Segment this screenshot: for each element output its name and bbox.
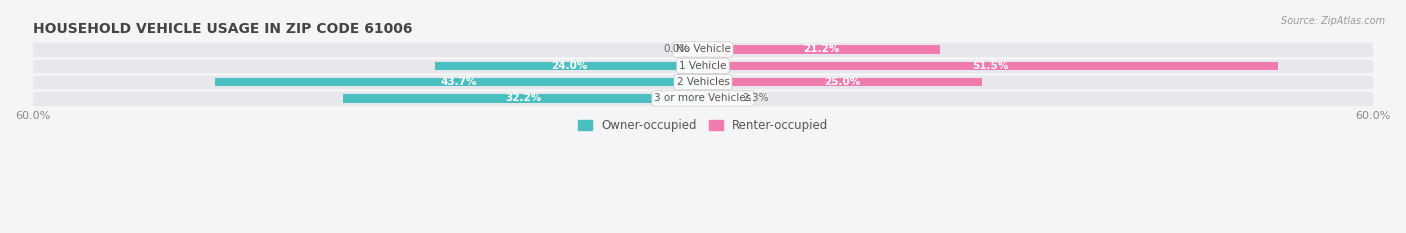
Text: HOUSEHOLD VEHICLE USAGE IN ZIP CODE 61006: HOUSEHOLD VEHICLE USAGE IN ZIP CODE 6100… [32, 22, 412, 36]
Bar [215, 78, 703, 86]
Text: 21.2%: 21.2% [803, 45, 839, 55]
Text: 2.3%: 2.3% [742, 93, 769, 103]
Bar [32, 57, 1374, 74]
Text: 32.2%: 32.2% [505, 93, 541, 103]
Bar [32, 90, 1374, 107]
Text: 43.7%: 43.7% [440, 77, 477, 87]
Text: No Vehicle: No Vehicle [675, 45, 731, 55]
Bar [32, 74, 1374, 91]
Bar [434, 62, 703, 70]
Text: 51.5%: 51.5% [973, 61, 1010, 71]
Bar [703, 94, 728, 103]
Text: 24.0%: 24.0% [551, 61, 588, 71]
Text: Source: ZipAtlas.com: Source: ZipAtlas.com [1281, 16, 1385, 26]
Bar [703, 62, 1278, 70]
Text: 2 Vehicles: 2 Vehicles [676, 77, 730, 87]
Text: 3 or more Vehicles: 3 or more Vehicles [654, 93, 752, 103]
Bar [343, 94, 703, 103]
Text: 0.0%: 0.0% [664, 45, 689, 55]
Bar [703, 78, 983, 86]
Bar [703, 45, 939, 54]
Legend: Owner-occupied, Renter-occupied: Owner-occupied, Renter-occupied [572, 114, 834, 137]
Text: 25.0%: 25.0% [824, 77, 860, 87]
Text: 1 Vehicle: 1 Vehicle [679, 61, 727, 71]
Bar [32, 41, 1374, 58]
